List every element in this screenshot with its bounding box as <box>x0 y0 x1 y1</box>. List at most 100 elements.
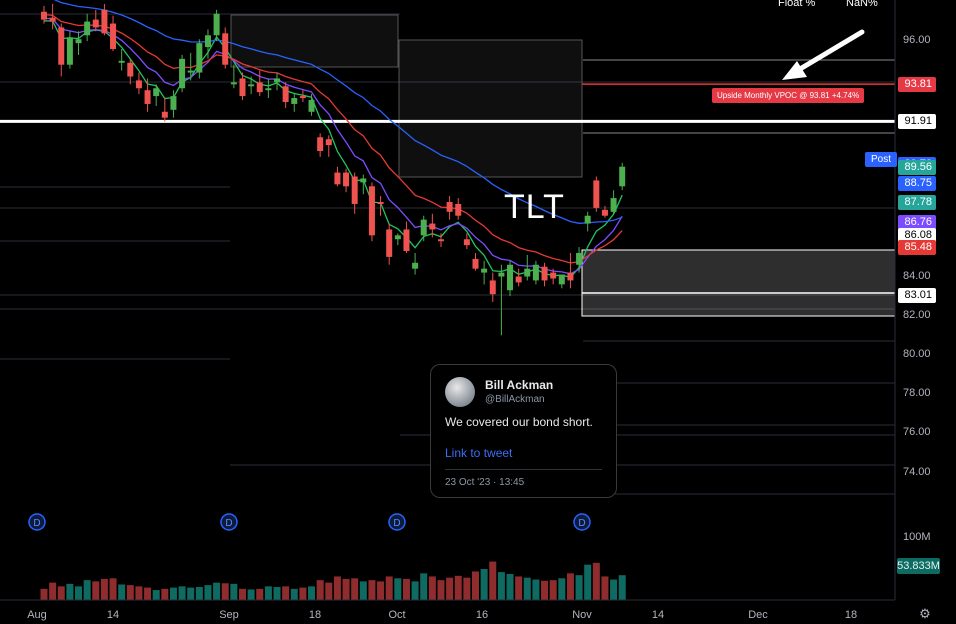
volume-bar <box>549 580 557 600</box>
volume-bar <box>610 579 618 600</box>
volume-bar <box>368 580 376 600</box>
candle-body <box>343 172 350 187</box>
candle-body <box>368 186 375 236</box>
candle-body <box>386 229 393 257</box>
candle <box>593 176 600 212</box>
candle-body <box>291 98 298 104</box>
candle-body <box>49 17 56 22</box>
candle-body <box>135 80 142 89</box>
price-label: 85.48 <box>898 239 936 255</box>
float-label: Float % <box>778 0 816 9</box>
volume-bar <box>359 581 367 600</box>
candle <box>334 166 341 187</box>
candle-body <box>282 86 289 102</box>
supply-demand-zones <box>230 14 896 317</box>
candle-body <box>584 215 591 224</box>
candle <box>239 72 246 101</box>
volume-bar <box>454 575 462 600</box>
candle-body <box>317 137 324 152</box>
time-axis-tick: 18 <box>308 609 322 621</box>
candle-body <box>58 27 65 65</box>
candle <box>351 172 358 214</box>
volume-bar <box>575 575 583 600</box>
price-axis-tick: 80.00 <box>903 347 931 360</box>
moving-average-mid <box>43 17 623 275</box>
volume-bars <box>40 561 626 600</box>
volume-bar <box>169 587 177 600</box>
candle-body <box>239 78 246 97</box>
price-label: 86.76 <box>898 214 936 230</box>
time-axis-tick: Oct <box>388 609 406 621</box>
volume-bar <box>66 583 74 600</box>
price-axis-tick: 76.00 <box>903 426 931 439</box>
candle-body <box>446 201 453 212</box>
volume-bar <box>592 562 600 600</box>
dividend-marker: D <box>388 513 406 531</box>
candle <box>222 27 229 69</box>
candle-body <box>558 274 565 285</box>
candle-body <box>472 258 479 269</box>
demand-zone <box>581 249 896 317</box>
volume-bar <box>316 580 324 600</box>
candle-body <box>507 264 514 291</box>
candle-body <box>118 60 125 63</box>
dividend-marker-label: D <box>33 518 40 529</box>
candle <box>403 221 410 253</box>
volume-bar <box>420 573 428 600</box>
candle-body <box>576 252 583 265</box>
time-axis-tick: Dec <box>748 609 768 621</box>
candle-body <box>412 262 419 269</box>
vpoc-label: Upside Monthly VPOC @ 93.81 +4.74% <box>712 88 865 103</box>
volume-bar <box>472 571 479 600</box>
candle-body <box>265 88 272 91</box>
candle-body <box>84 21 91 36</box>
candle <box>567 252 574 289</box>
ticker-symbol: TLT <box>504 188 565 226</box>
tweet-link[interactable]: Link to tweet <box>445 446 513 460</box>
tweet-card: Bill Ackman @BillAckman We covered our b… <box>430 364 617 498</box>
volume-bar <box>333 576 341 600</box>
candle-body <box>360 178 367 183</box>
candle-body <box>101 9 108 34</box>
candle <box>360 174 367 195</box>
tweet-timestamp: 23 Oct '23 · 13:45 <box>445 477 525 488</box>
dividend-marker: D <box>220 513 238 531</box>
candle-body <box>550 272 557 279</box>
candle <box>248 76 255 95</box>
volume-bar <box>83 580 91 600</box>
candle <box>446 196 453 220</box>
volume-bar <box>144 587 152 600</box>
volume-bar <box>290 588 298 600</box>
candle-body <box>230 82 237 85</box>
candle <box>274 72 281 91</box>
candle <box>299 90 306 102</box>
candle <box>187 52 194 81</box>
volume-bar <box>489 561 497 600</box>
price-axis-tick: 78.00 <box>903 387 931 400</box>
candle <box>282 82 289 108</box>
candle <box>532 260 539 285</box>
candle-body <box>437 239 444 242</box>
candle <box>213 9 220 42</box>
candle-body <box>222 33 229 65</box>
volume-bar <box>126 585 134 600</box>
price-label: 88.75 <box>898 175 936 191</box>
candle <box>204 29 211 59</box>
price-label: 89.56 <box>898 159 936 175</box>
candle-body <box>403 229 410 252</box>
volume-bar <box>299 587 307 600</box>
candle <box>41 5 47 24</box>
volume-bar <box>256 588 264 600</box>
candle <box>144 78 151 112</box>
candle <box>394 233 401 246</box>
candle <box>325 135 332 157</box>
volume-bar <box>385 576 393 600</box>
volume-bar <box>532 579 540 600</box>
candle <box>308 94 315 116</box>
candle-body <box>394 235 401 240</box>
candle <box>429 213 436 238</box>
settings-icon[interactable]: ⚙ <box>919 606 931 621</box>
volume-bar <box>308 586 316 600</box>
